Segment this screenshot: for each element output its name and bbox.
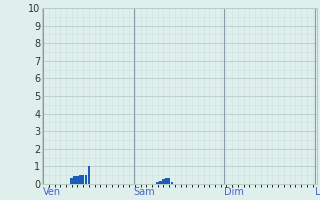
Bar xyxy=(76,176,79,184)
Bar xyxy=(73,176,76,184)
Bar xyxy=(88,166,90,184)
Bar xyxy=(168,178,170,184)
Bar xyxy=(79,175,82,184)
Bar xyxy=(70,178,73,184)
Bar xyxy=(159,181,162,184)
Bar xyxy=(171,182,173,184)
Bar xyxy=(82,175,84,184)
Bar xyxy=(156,182,159,184)
Bar xyxy=(85,175,87,184)
Bar xyxy=(162,179,165,184)
Bar xyxy=(165,178,167,184)
